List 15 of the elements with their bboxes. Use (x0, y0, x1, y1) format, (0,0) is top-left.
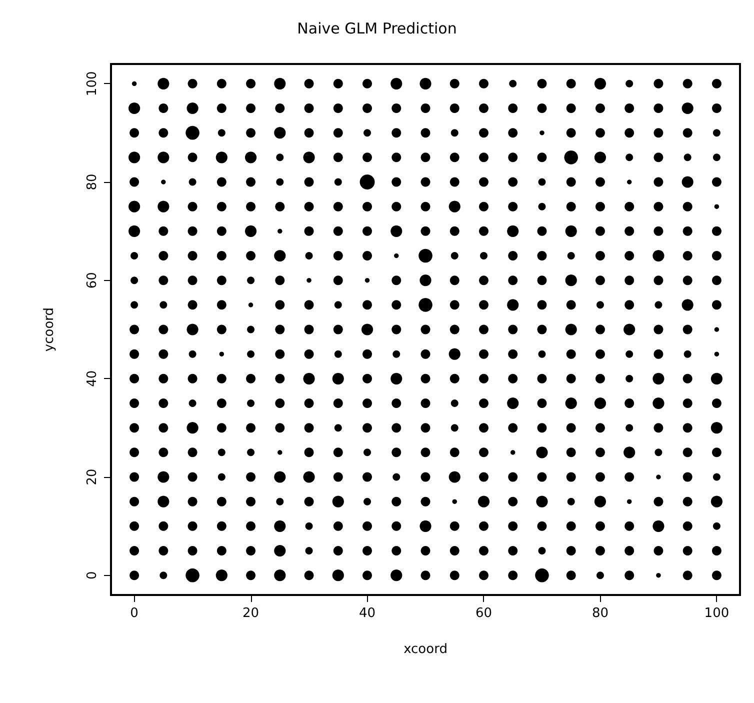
y-tick-label: 100 (85, 71, 100, 96)
x-tick-label: 80 (592, 606, 608, 621)
x-tick-label: 60 (475, 606, 492, 621)
x-tick-label: 40 (358, 606, 376, 621)
x-tick-label: 100 (704, 606, 730, 621)
y-tick-label: 0 (85, 571, 100, 580)
chart-title: Naive GLM Prediction (297, 20, 457, 38)
y-axis-title: ycoord (42, 307, 57, 352)
y-tick-label: 80 (85, 174, 100, 190)
y-tick-label: 20 (85, 468, 100, 486)
y-tick-label: 40 (85, 370, 100, 387)
y-tick-label: 60 (85, 272, 100, 289)
x-tick-label: 20 (242, 606, 260, 621)
x-tick-label: 0 (130, 606, 138, 621)
x-axis-title: xcoord (404, 642, 448, 657)
